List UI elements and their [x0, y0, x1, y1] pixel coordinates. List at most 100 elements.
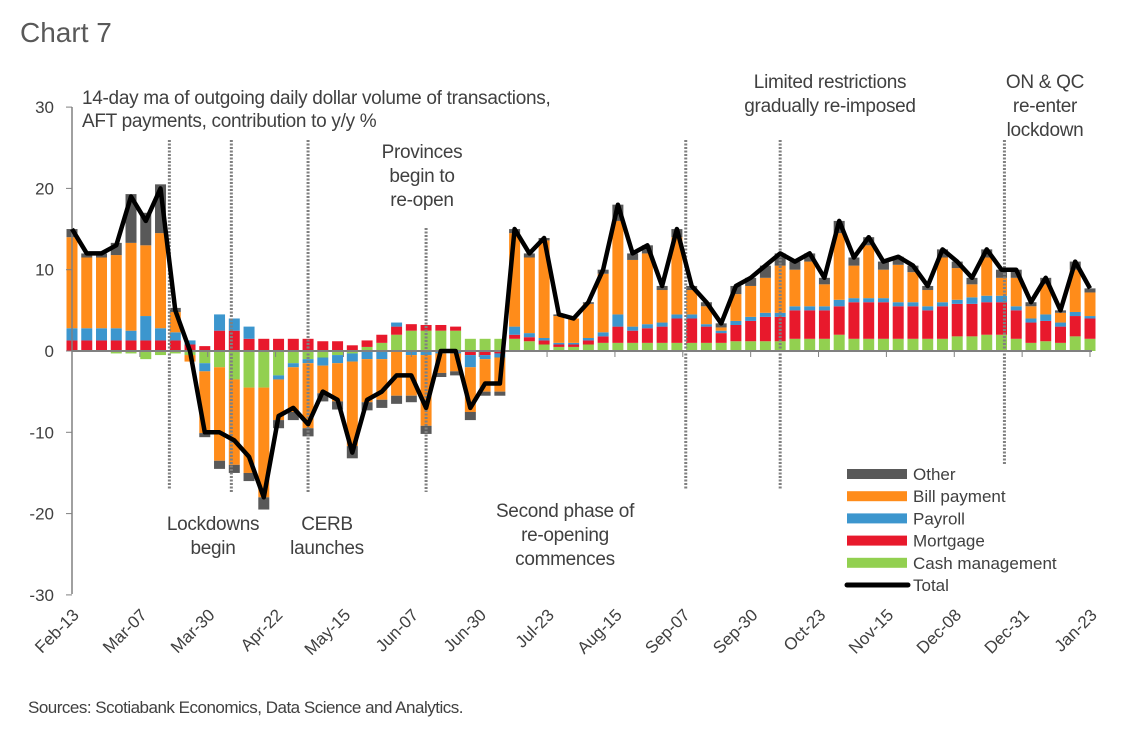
bar-cash-management: [819, 339, 830, 351]
bar-cash-management: [1070, 336, 1081, 351]
event-annotation: begin: [191, 538, 236, 559]
bar-mortgage: [834, 306, 845, 334]
bar-mortgage: [598, 336, 609, 343]
x-tick-label: May-15: [301, 605, 355, 659]
bar-payroll: [760, 313, 771, 317]
x-tick-label: Mar-30: [167, 605, 219, 657]
bar-payroll: [686, 314, 697, 318]
bar-cash-management: [480, 339, 491, 351]
bar-bill-payment: [804, 262, 815, 307]
chart-title: Chart 7: [20, 17, 112, 48]
bar-other: [376, 400, 387, 408]
bar-payroll: [480, 355, 491, 359]
bar-other: [494, 392, 505, 396]
x-tick-label: Nov-15: [845, 605, 897, 657]
bar-payroll: [627, 327, 638, 331]
bar-payroll: [671, 314, 682, 318]
bar-payroll: [1085, 316, 1096, 318]
event-annotation: commences: [515, 549, 615, 570]
bar-bill-payment: [642, 253, 653, 324]
bar-other: [244, 473, 255, 481]
bar-payroll: [568, 343, 579, 345]
bar-cash-management: [922, 339, 933, 351]
bar-payroll: [701, 324, 712, 326]
bar-payroll: [244, 327, 255, 339]
event-annotation: Limited restrictions: [754, 72, 906, 93]
bar-mortgage: [155, 340, 166, 351]
bar-mortgage: [170, 340, 181, 351]
bar-cash-management: [893, 339, 904, 351]
bar-payroll: [907, 302, 918, 306]
bar-mortgage: [111, 340, 122, 351]
legend-swatch: [847, 558, 907, 568]
bar-bill-payment: [863, 245, 874, 298]
bar-cash-management: [760, 341, 771, 351]
event-annotation: re-opening: [521, 525, 609, 546]
legend-label: Total: [913, 576, 949, 595]
bar-bill-payment: [878, 270, 889, 298]
event-annotation: Lockdowns: [167, 514, 259, 535]
bar-payroll: [140, 316, 151, 340]
bar-cash-management: [258, 351, 269, 388]
bar-mortgage: [789, 310, 800, 338]
bar-bill-payment: [155, 233, 166, 328]
legend-label: Bill payment: [913, 487, 1006, 506]
bar-mortgage: [81, 340, 92, 351]
bar-bill-payment: [524, 258, 535, 334]
bar-payroll: [539, 338, 550, 340]
bar-mortgage: [332, 341, 343, 351]
bar-mortgage: [819, 310, 830, 338]
bar-bill-payment: [952, 268, 963, 300]
bar-mortgage: [878, 302, 889, 339]
event-annotation: lockdown: [1007, 120, 1084, 141]
bar-payroll: [878, 298, 889, 302]
bar-mortgage: [376, 335, 387, 343]
bar-payroll: [612, 314, 623, 326]
x-tick-label: Sep-30: [709, 605, 761, 657]
bar-bill-payment: [966, 284, 977, 297]
bar-bill-payment: [760, 278, 771, 313]
bar-cash-management: [1040, 341, 1051, 351]
bar-payroll: [155, 328, 166, 340]
bar-mortgage: [701, 327, 712, 343]
bar-cash-management: [878, 339, 889, 351]
bar-payroll: [96, 328, 107, 340]
x-tick-label: Jun-07: [372, 605, 422, 655]
bar-mortgage: [1040, 321, 1051, 341]
bar-bill-payment: [317, 366, 328, 394]
bar-cash-management: [701, 343, 712, 351]
bar-mortgage: [863, 302, 874, 339]
bar-mortgage: [848, 302, 859, 339]
event-annotation: re-enter: [1013, 96, 1078, 117]
bar-mortgage: [140, 340, 151, 351]
bar-payroll: [273, 375, 284, 379]
bar-bill-payment: [686, 290, 697, 314]
bar-mortgage: [671, 318, 682, 342]
bar-other: [1085, 288, 1096, 292]
bar-payroll: [111, 328, 122, 340]
bar-bill-payment: [716, 327, 727, 330]
bar-cash-management: [937, 339, 948, 351]
bar-bill-payment: [981, 258, 992, 296]
bar-payroll: [642, 324, 653, 328]
bar-cash-management: [273, 351, 284, 375]
bar-payroll: [214, 314, 225, 330]
y-tick-label: 10: [35, 261, 54, 280]
bar-mortgage: [730, 325, 741, 341]
bar-other: [391, 396, 402, 404]
bar-payroll: [893, 302, 904, 306]
bar-payroll: [126, 331, 137, 341]
bar-payroll: [347, 353, 358, 361]
bar-mortgage: [391, 327, 402, 335]
bar-cash-management: [450, 331, 461, 351]
bar-mortgage: [937, 306, 948, 339]
bar-bill-payment: [848, 266, 859, 299]
legend-label: Cash management: [913, 554, 1057, 573]
bar-cash-management: [671, 343, 682, 351]
bar-bill-payment: [96, 258, 107, 329]
bar-mortgage: [214, 331, 225, 351]
bar-payroll: [834, 300, 845, 307]
x-tick-label: Apr-22: [237, 605, 287, 655]
bar-mortgage: [258, 339, 269, 351]
